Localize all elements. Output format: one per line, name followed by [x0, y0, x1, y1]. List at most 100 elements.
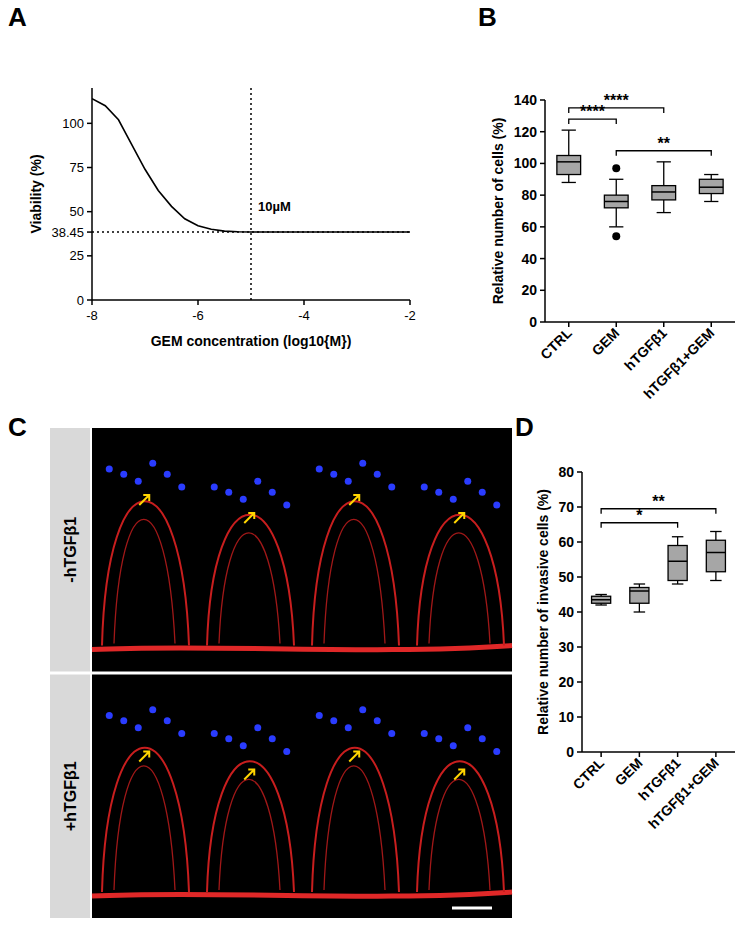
- nucleus: [464, 724, 471, 731]
- x-tick: [409, 300, 411, 305]
- y-tick: [540, 99, 545, 101]
- y-tick-label: 100: [514, 155, 538, 171]
- panel-letter: A: [8, 2, 27, 32]
- x-tick-label: hTGFβ1: [621, 325, 670, 374]
- max-cap: [672, 536, 683, 537]
- x-axis: [582, 751, 735, 753]
- x-tick: [663, 322, 665, 327]
- y-tick-label: 38.45: [51, 225, 84, 240]
- significance-label: **: [652, 493, 665, 510]
- nucleus: [421, 483, 428, 490]
- villus-inner: [219, 779, 280, 890]
- y-tick: [87, 123, 92, 125]
- significance-label: **: [658, 135, 671, 152]
- x-tick: [303, 300, 305, 305]
- villus-inner: [219, 533, 280, 644]
- y-tick-label: 20: [558, 674, 574, 690]
- villus-inner: [114, 519, 175, 643]
- nucleus: [374, 717, 381, 724]
- label-strip: [50, 428, 90, 672]
- y-tick-label: 80: [521, 187, 537, 203]
- min-cap: [672, 583, 683, 584]
- label-strip: [50, 675, 90, 919]
- x-tick-label: GEM: [612, 755, 646, 789]
- condition-label: -hTGFβ1: [62, 517, 79, 583]
- nucleus: [316, 712, 323, 719]
- micrograph-bg: [92, 428, 512, 672]
- y-tick: [540, 194, 545, 196]
- box: [557, 156, 581, 175]
- nucleus: [225, 489, 232, 496]
- nucleus: [435, 735, 442, 742]
- arrow: [454, 513, 464, 523]
- villus: [312, 748, 399, 892]
- x-tick-label: GEM: [589, 325, 623, 359]
- y-tick-label: 40: [558, 604, 574, 620]
- nucleus: [359, 706, 366, 713]
- nucleus: [254, 724, 261, 731]
- nucleus: [211, 730, 218, 737]
- nucleus: [120, 717, 127, 724]
- y-tick-label: 40: [521, 251, 537, 267]
- y-axis: [91, 88, 93, 300]
- panel-letter: D: [515, 412, 534, 442]
- y-tick-label: 100: [62, 116, 84, 131]
- max-cap: [704, 174, 718, 175]
- x-tick: [639, 752, 641, 757]
- lower-whisker: [616, 208, 617, 227]
- lower-whisker: [711, 194, 712, 202]
- nucleus: [359, 460, 366, 467]
- upper-whisker: [663, 162, 664, 186]
- plot-area: [92, 88, 410, 300]
- nucleus: [388, 483, 395, 490]
- nucleus: [330, 717, 337, 724]
- nucleus: [135, 478, 142, 485]
- y-axis: [544, 100, 546, 322]
- nucleus: [374, 471, 381, 478]
- y-tick-label: 0: [77, 293, 84, 308]
- nucleus: [149, 460, 156, 467]
- arrow: [244, 513, 254, 523]
- y-tick-label: 10: [558, 709, 574, 725]
- y-tick: [87, 231, 92, 233]
- y-tick: [577, 716, 582, 718]
- median: [706, 552, 725, 554]
- villus: [102, 501, 189, 645]
- plot-area: [592, 532, 726, 613]
- max-cap: [710, 531, 721, 532]
- median: [668, 561, 687, 563]
- villus: [417, 761, 504, 892]
- basement-band: [92, 646, 512, 650]
- arrow: [139, 752, 149, 762]
- box: [652, 186, 676, 200]
- micrograph: [92, 428, 512, 672]
- y-tick: [577, 576, 582, 578]
- min-cap: [595, 604, 606, 605]
- villus: [207, 515, 294, 646]
- panel-letter: B: [478, 2, 497, 32]
- arrow: [349, 752, 359, 762]
- nucleus: [479, 735, 486, 742]
- y-tick-label: 25: [70, 248, 84, 263]
- y-tick: [540, 321, 545, 323]
- nucleus: [388, 730, 395, 737]
- nucleus: [211, 483, 218, 490]
- y-tick: [87, 211, 92, 213]
- arrow: [244, 770, 254, 780]
- median: [557, 161, 581, 163]
- nucleus: [135, 724, 142, 731]
- basement-band: [92, 892, 512, 896]
- y-tick-label: 0: [566, 744, 574, 760]
- nucleus: [269, 489, 276, 496]
- y-tick: [577, 506, 582, 508]
- lower-whisker: [663, 200, 664, 213]
- y-tick-label: 0: [529, 314, 537, 330]
- villus-inner: [429, 533, 490, 644]
- x-tick-label: CTRL: [570, 754, 608, 792]
- x-tick: [715, 752, 717, 757]
- x-tick: [568, 322, 570, 327]
- y-tick: [577, 611, 582, 613]
- x-tick-label: -6: [192, 308, 204, 323]
- max-cap: [634, 583, 645, 584]
- y-tick-label: 50: [558, 569, 574, 585]
